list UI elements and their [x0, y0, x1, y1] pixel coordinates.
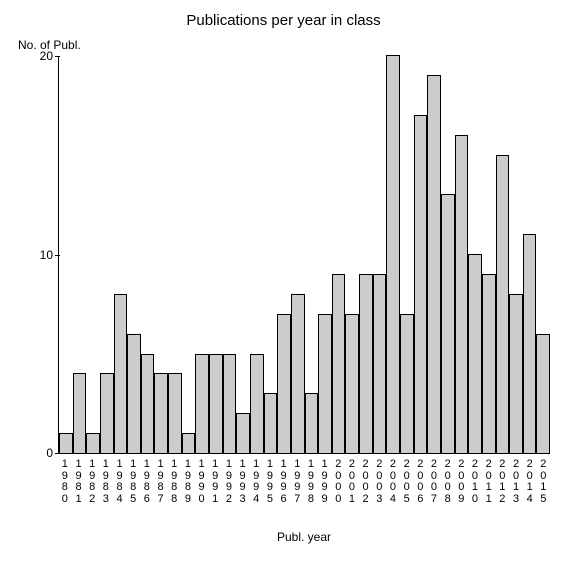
- x-tick: 2013: [509, 456, 523, 505]
- bar: [386, 55, 400, 453]
- x-tick: 2004: [386, 456, 400, 505]
- x-tick: 2015: [537, 456, 551, 505]
- x-ticks: 1980198119821983198419851986198719881989…: [58, 456, 550, 505]
- chart-title: Publications per year in class: [0, 12, 567, 29]
- bar: [100, 373, 114, 453]
- y-tick: 20: [40, 49, 59, 63]
- x-tick: 1987: [154, 456, 168, 505]
- bar: [414, 115, 428, 453]
- bar: [482, 274, 496, 453]
- bar: [182, 433, 196, 453]
- bar: [59, 433, 73, 453]
- bar: [318, 314, 332, 453]
- bar: [236, 413, 250, 453]
- x-tick: 1992: [222, 456, 236, 505]
- x-tick: 1984: [113, 456, 127, 505]
- bar: [127, 334, 141, 453]
- plot-area: 01020: [58, 56, 550, 454]
- x-tick: 1988: [167, 456, 181, 505]
- x-tick: 2010: [468, 456, 482, 505]
- bar: [154, 373, 168, 453]
- x-tick: 1980: [58, 456, 72, 505]
- bar: [195, 354, 209, 454]
- x-tick: 1981: [72, 456, 86, 505]
- bar: [332, 274, 346, 453]
- x-tick: 2009: [454, 456, 468, 505]
- x-tick: 1993: [236, 456, 250, 505]
- bar: [441, 194, 455, 453]
- bar: [427, 75, 441, 453]
- x-tick: 1997: [290, 456, 304, 505]
- bar: [509, 294, 523, 453]
- bar: [250, 354, 264, 454]
- x-tick: 2014: [523, 456, 537, 505]
- bar: [496, 155, 510, 454]
- bar: [455, 135, 469, 453]
- y-tick: 10: [40, 248, 59, 262]
- bar: [523, 234, 537, 453]
- x-tick: 1982: [85, 456, 99, 505]
- bar: [359, 274, 373, 453]
- x-tick: 2000: [331, 456, 345, 505]
- x-tick: 2002: [359, 456, 373, 505]
- bar: [141, 354, 155, 454]
- bar: [209, 354, 223, 454]
- x-tick: 1995: [263, 456, 277, 505]
- chart-container: Publications per year in class No. of Pu…: [0, 0, 567, 567]
- x-tick: 2008: [441, 456, 455, 505]
- bar: [277, 314, 291, 453]
- x-tick: 2012: [496, 456, 510, 505]
- bar: [73, 373, 87, 453]
- x-tick: 1985: [126, 456, 140, 505]
- x-tick: 1999: [318, 456, 332, 505]
- x-tick: 2003: [372, 456, 386, 505]
- bar: [86, 433, 100, 453]
- x-tick: 1986: [140, 456, 154, 505]
- x-tick: 1991: [208, 456, 222, 505]
- x-tick: 2005: [400, 456, 414, 505]
- bar: [305, 393, 319, 453]
- bar: [400, 314, 414, 453]
- bar: [291, 294, 305, 453]
- x-tick: 2011: [482, 456, 496, 505]
- x-tick: 1983: [99, 456, 113, 505]
- bar: [373, 274, 387, 453]
- x-tick: 2006: [413, 456, 427, 505]
- x-tick: 1990: [195, 456, 209, 505]
- bar: [468, 254, 482, 453]
- x-axis-label: Publ. year: [58, 530, 550, 544]
- x-tick: 2001: [345, 456, 359, 505]
- bar: [536, 334, 550, 453]
- x-tick: 2007: [427, 456, 441, 505]
- bar: [114, 294, 128, 453]
- x-tick: 1998: [304, 456, 318, 505]
- x-tick: 1994: [249, 456, 263, 505]
- bar: [223, 354, 237, 454]
- bar: [168, 373, 182, 453]
- x-tick: 1989: [181, 456, 195, 505]
- bar: [345, 314, 359, 453]
- x-tick: 1996: [277, 456, 291, 505]
- bar: [264, 393, 278, 453]
- bars-group: [59, 56, 550, 453]
